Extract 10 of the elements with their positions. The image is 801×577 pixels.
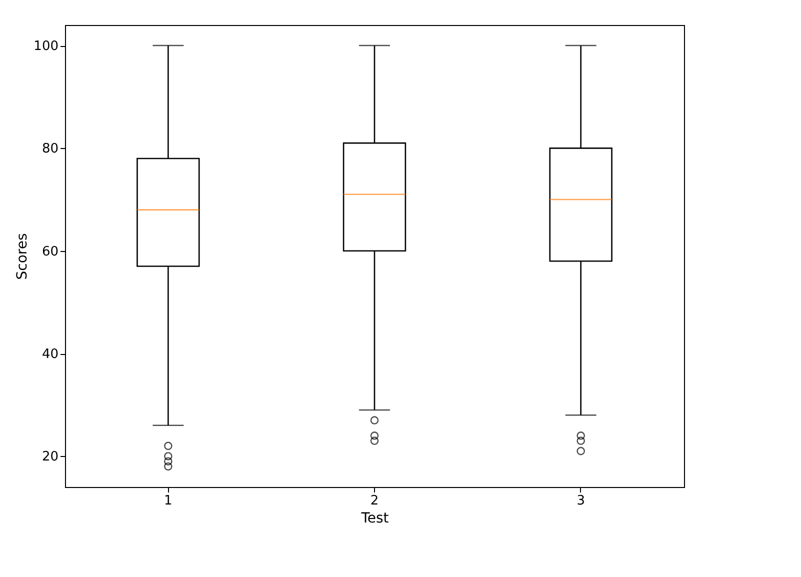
x-tick-label: 2 (370, 494, 379, 508)
y-axis-title: Scores (14, 233, 31, 280)
y-tick-label: 100 (34, 39, 58, 54)
x-tick-label: 1 (164, 494, 172, 508)
y-tick-label: 60 (42, 244, 58, 260)
y-tick-label: 40 (42, 347, 58, 362)
y-tick-label: 20 (42, 450, 58, 465)
x-axis-title: Test (360, 510, 390, 526)
x-tick-label: 3 (576, 494, 585, 508)
y-tick-label: 80 (42, 142, 58, 157)
